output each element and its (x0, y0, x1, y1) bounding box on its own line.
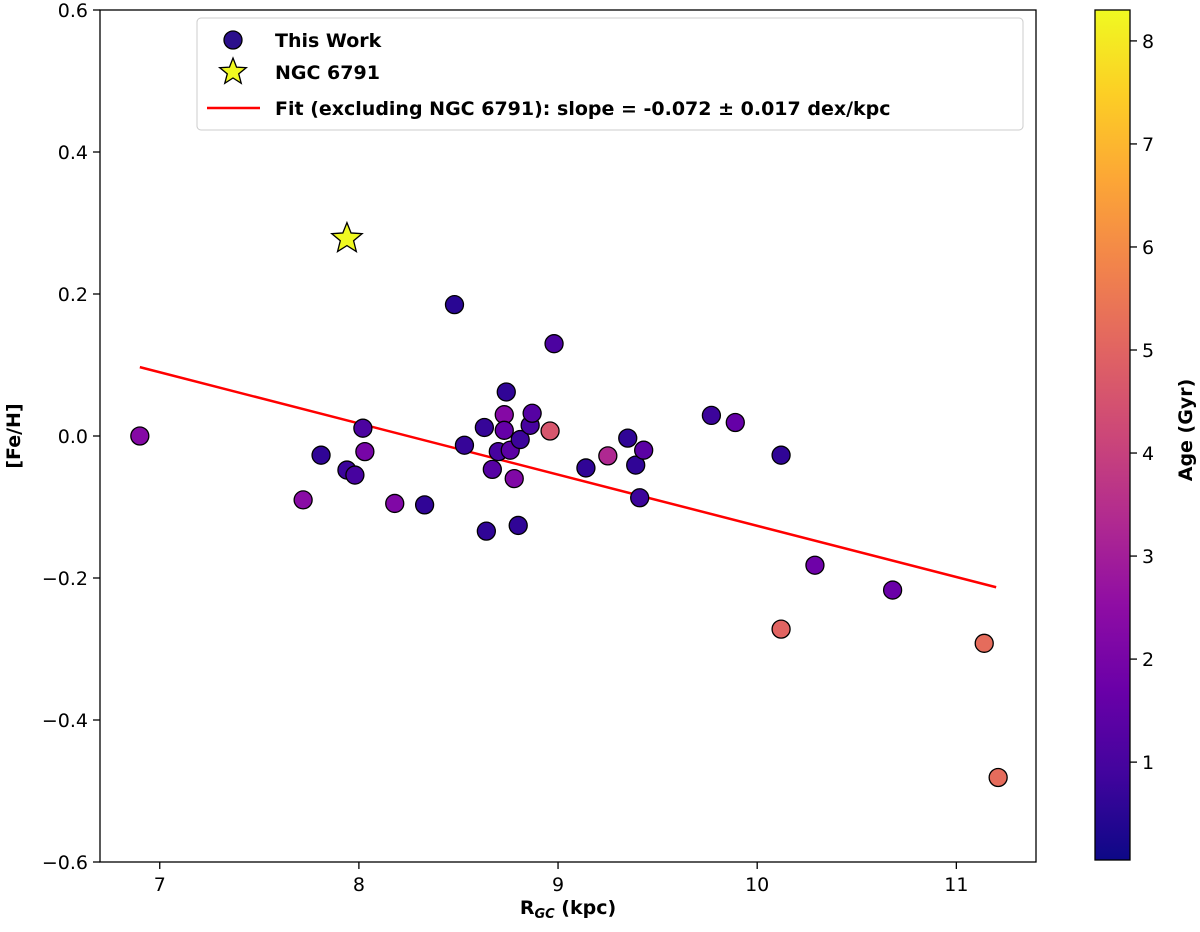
y-tick-label: 0.0 (58, 426, 88, 448)
data-point (701, 405, 722, 426)
data-point (494, 420, 514, 440)
x-tick-label: 8 (353, 874, 365, 896)
data-point (771, 619, 791, 639)
data-point (414, 495, 435, 515)
fit-line (139, 365, 997, 589)
x-tick-label: 9 (552, 874, 564, 896)
data-point (576, 458, 596, 478)
x-tick-label: 7 (154, 874, 166, 896)
y-tick-label: −0.6 (42, 852, 88, 874)
data-point (496, 382, 516, 402)
colorbar-tick-label: 6 (1142, 237, 1154, 259)
data-point (504, 468, 524, 489)
data-point (311, 445, 331, 465)
data-point (598, 446, 618, 466)
y-axis: −0.6 −0.4 −0.2 0.0 0.2 0.4 0.6 (42, 0, 100, 874)
y-tick-label: 0.2 (58, 284, 88, 306)
data-point (988, 767, 1008, 788)
data-point (345, 465, 365, 485)
colorbar-tick-label: 8 (1142, 31, 1154, 53)
data-point (630, 488, 650, 508)
points-layer (130, 220, 1008, 788)
colorbar-frame (1094, 9, 1131, 861)
data-point (474, 417, 495, 438)
data-point (634, 440, 654, 460)
colorbar-tick-label: 5 (1142, 340, 1154, 362)
data-point (293, 490, 313, 510)
data-point (974, 633, 994, 653)
data-point (882, 580, 903, 600)
data-point (540, 421, 560, 441)
fit-line-layer (139, 365, 997, 589)
data-point (355, 441, 375, 462)
data-point (544, 334, 564, 354)
data-point (805, 555, 825, 575)
ngc-6791-point (330, 220, 364, 253)
x-axis-title: RGC (kpc) (520, 897, 616, 922)
colorbar-tick-label: 7 (1142, 134, 1154, 156)
data-point (508, 515, 528, 536)
data-point (626, 455, 646, 475)
y-tick-label: −0.4 (42, 710, 88, 732)
legend-label-ngc-6791: NGC 6791 (275, 62, 380, 84)
data-point (510, 429, 530, 450)
colorbar-tick-label: 2 (1142, 649, 1154, 671)
data-point (444, 294, 465, 315)
data-point (771, 445, 791, 465)
colorbar-tick-label: 4 (1142, 443, 1154, 465)
y-axis-title: [Fe/H] (3, 403, 25, 468)
data-point (454, 435, 475, 455)
data-point (476, 521, 496, 541)
colorbar-tick-label: 1 (1142, 752, 1154, 774)
legend-marker-ngc-6791 (217, 56, 249, 85)
colorbar-label: Age (Gyr) (1175, 379, 1197, 482)
x-axis: 7 8 9 10 11 (154, 862, 968, 896)
y-tick-label: −0.2 (42, 568, 88, 590)
x-tick-label: 11 (944, 874, 968, 896)
colorbar-tick-label: 3 (1142, 546, 1154, 568)
legend-marker-this-work (223, 30, 243, 50)
data-point (482, 459, 502, 480)
legend-label-this-work: This Work (275, 30, 382, 52)
y-tick-label: 0.4 (58, 142, 88, 164)
plot-frame (99, 9, 1037, 863)
data-point (618, 428, 638, 448)
y-tick-label: 0.6 (58, 0, 88, 22)
legend-label-fit: Fit (excluding NGC 6791): slope = -0.072… (275, 98, 891, 120)
data-point (353, 418, 373, 438)
colorbar-gradient (1095, 10, 1130, 860)
legend: This Work NGC 6791 Fit (excluding NGC 67… (196, 17, 1024, 131)
x-tick-label: 10 (745, 874, 769, 896)
legend-box (196, 17, 1024, 131)
data-point (522, 403, 542, 423)
colorbar-ticks: 1 2 3 4 5 6 7 8 (1130, 31, 1154, 774)
data-point (725, 412, 745, 433)
colorbar: 1 2 3 4 5 6 7 8 Age (Gyr) (1094, 9, 1197, 861)
data-point (130, 426, 150, 446)
data-point (385, 493, 405, 514)
